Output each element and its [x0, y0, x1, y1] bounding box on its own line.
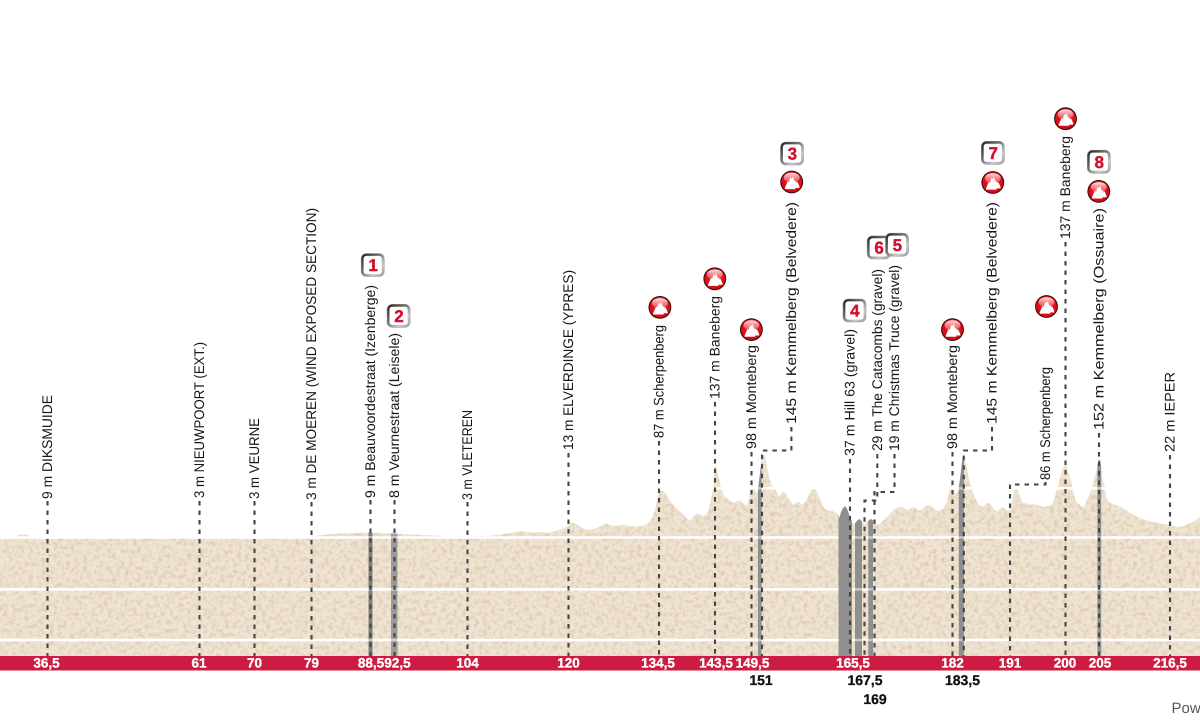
svg-text:13 m ELVERDINGE (YPRES): 13 m ELVERDINGE (YPRES) — [560, 270, 576, 450]
svg-text:216,5: 216,5 — [1153, 656, 1187, 671]
svg-text:29 m The Catacombs (gravel): 29 m The Catacombs (gravel) — [869, 269, 885, 451]
svg-text:183,5: 183,5 — [945, 672, 980, 688]
svg-text:120: 120 — [557, 656, 580, 671]
svg-text:134,5: 134,5 — [641, 656, 675, 671]
svg-text:182: 182 — [941, 656, 964, 671]
svg-text:87 m Scherpenberg: 87 m Scherpenberg — [651, 325, 667, 438]
svg-text:3 m VLETEREN: 3 m VLETEREN — [459, 410, 475, 500]
svg-text:4: 4 — [850, 302, 860, 321]
svg-text:2: 2 — [394, 307, 403, 326]
svg-text:200: 200 — [1054, 656, 1077, 671]
svg-text:Powered by: Powered by — [1172, 700, 1200, 717]
svg-text:151: 151 — [749, 672, 773, 688]
svg-text:137 m Baneberg: 137 m Baneberg — [707, 296, 723, 399]
svg-text:98 m Monteberg: 98 m Monteberg — [944, 345, 960, 449]
svg-text:7: 7 — [988, 144, 997, 163]
svg-text:22 m IEPER: 22 m IEPER — [1162, 372, 1178, 452]
svg-text:88,5: 88,5 — [358, 656, 385, 671]
svg-text:152 m Kemmelberg (Ossuaire): 152 m Kemmelberg (Ossuaire) — [1091, 208, 1107, 430]
svg-text:70: 70 — [247, 656, 262, 671]
svg-text:98 m Monteberg: 98 m Monteberg — [743, 345, 759, 449]
svg-text:8 m Veurnestraat (Leisele): 8 m Veurnestraat (Leisele) — [386, 333, 402, 498]
svg-text:149,5: 149,5 — [736, 656, 770, 671]
svg-text:3 m DE MOEREN (WIND EXPOSED SE: 3 m DE MOEREN (WIND EXPOSED SECTION) — [303, 208, 319, 500]
svg-text:143,5: 143,5 — [699, 656, 733, 671]
svg-text:167,5: 167,5 — [847, 672, 882, 688]
svg-text:1: 1 — [368, 256, 377, 275]
svg-text:3 m NIEUWPOORT (EXT.): 3 m NIEUWPOORT (EXT.) — [191, 342, 207, 498]
svg-text:145 m Kemmelberg (Belvedere): 145 m Kemmelberg (Belvedere) — [984, 202, 1000, 424]
svg-text:3 m VEURNE: 3 m VEURNE — [246, 418, 262, 499]
svg-text:205: 205 — [1089, 656, 1112, 671]
svg-text:36,5: 36,5 — [33, 656, 60, 671]
svg-text:104: 104 — [456, 656, 479, 671]
svg-text:169: 169 — [863, 691, 887, 707]
svg-text:145 m Kemmelberg (Belvedere): 145 m Kemmelberg (Belvedere) — [783, 202, 799, 424]
svg-text:19 m Christmas Truce (gravel): 19 m Christmas Truce (gravel) — [886, 265, 902, 451]
svg-text:9 m DIKSMUIDE: 9 m DIKSMUIDE — [39, 395, 55, 499]
svg-text:191: 191 — [999, 656, 1022, 671]
svg-text:137 m Baneberg: 137 m Baneberg — [1057, 136, 1073, 239]
svg-text:86 m Scherpenberg: 86 m Scherpenberg — [1037, 367, 1053, 480]
svg-text:61: 61 — [191, 656, 207, 671]
svg-text:9 m Beauvoordestraat (Izenberg: 9 m Beauvoordestraat (Izenberge) — [362, 285, 378, 498]
svg-text:3: 3 — [788, 145, 797, 164]
svg-text:165,5: 165,5 — [836, 656, 870, 671]
svg-text:8: 8 — [1094, 153, 1103, 172]
svg-text:37 m Hill 63 (gravel): 37 m Hill 63 (gravel) — [842, 329, 858, 456]
svg-text:79: 79 — [304, 656, 319, 671]
svg-text:92,5: 92,5 — [384, 656, 411, 671]
svg-text:6: 6 — [874, 239, 883, 258]
svg-text:5: 5 — [893, 236, 902, 255]
